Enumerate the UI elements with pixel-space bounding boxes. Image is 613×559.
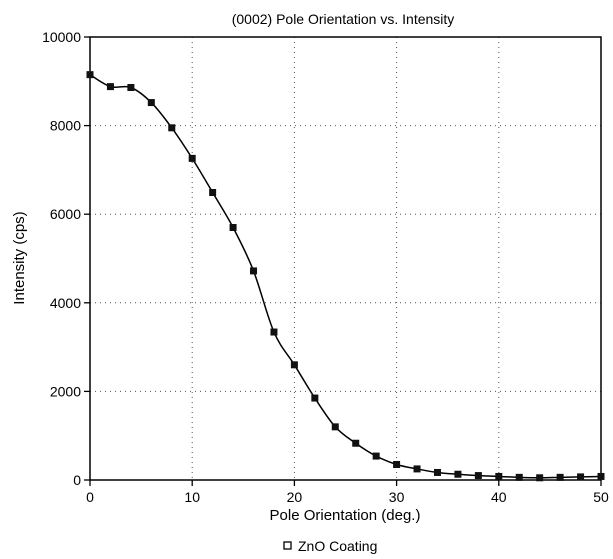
- legend: ZnO Coating: [283, 538, 377, 554]
- series-line: [89, 74, 602, 479]
- data-point: [515, 473, 523, 481]
- data-point: [168, 124, 176, 132]
- legend-marker: [283, 541, 292, 550]
- data-point: [147, 99, 155, 107]
- y-tick-label: 10000: [42, 29, 81, 45]
- data-point: [270, 328, 278, 336]
- chart-title: (0002) Pole Orientation vs. Intensity: [232, 11, 455, 27]
- series-zno-coating: [86, 71, 605, 482]
- x-tick-label: 50: [593, 489, 609, 505]
- y-tick-label: 2000: [50, 383, 81, 399]
- x-axis-title: Pole Orientation (deg.): [270, 507, 421, 524]
- x-tick-label: 40: [491, 489, 507, 505]
- x-tick-label: 20: [287, 489, 303, 505]
- data-point: [331, 423, 339, 431]
- data-point: [536, 474, 544, 482]
- data-point: [556, 473, 564, 481]
- data-point: [352, 439, 360, 447]
- data-point: [209, 188, 217, 196]
- grid: [90, 37, 601, 480]
- y-axis: 0 2000 4000 6000 8000 10000: [42, 29, 90, 488]
- data-point: [250, 267, 258, 275]
- data-point: [413, 465, 421, 473]
- data-point: [577, 473, 585, 481]
- data-point: [106, 83, 114, 91]
- data-point: [597, 472, 605, 480]
- data-point: [229, 223, 237, 231]
- x-tick-label: 10: [184, 489, 200, 505]
- y-tick-label: 8000: [50, 118, 81, 134]
- x-tick-label: 30: [389, 489, 405, 505]
- legend-label: ZnO Coating: [298, 538, 377, 554]
- data-point: [311, 394, 319, 402]
- x-axis: 0 10 20 30 40 50: [86, 480, 609, 505]
- y-tick-label: 6000: [50, 206, 81, 222]
- y-tick-label: 0: [73, 472, 81, 488]
- data-point: [433, 468, 441, 476]
- data-point: [495, 472, 503, 480]
- data-point: [474, 472, 482, 480]
- data-point: [454, 470, 462, 478]
- y-axis-title: Intensity (cps): [11, 211, 28, 304]
- data-point: [86, 71, 94, 79]
- data-point: [393, 460, 401, 468]
- x-tick-label: 0: [86, 489, 94, 505]
- plot-frame: [89, 36, 602, 481]
- data-point: [372, 452, 380, 460]
- data-point: [290, 361, 298, 369]
- data-point: [127, 84, 135, 92]
- data-point: [188, 154, 196, 162]
- y-tick-label: 4000: [50, 295, 81, 311]
